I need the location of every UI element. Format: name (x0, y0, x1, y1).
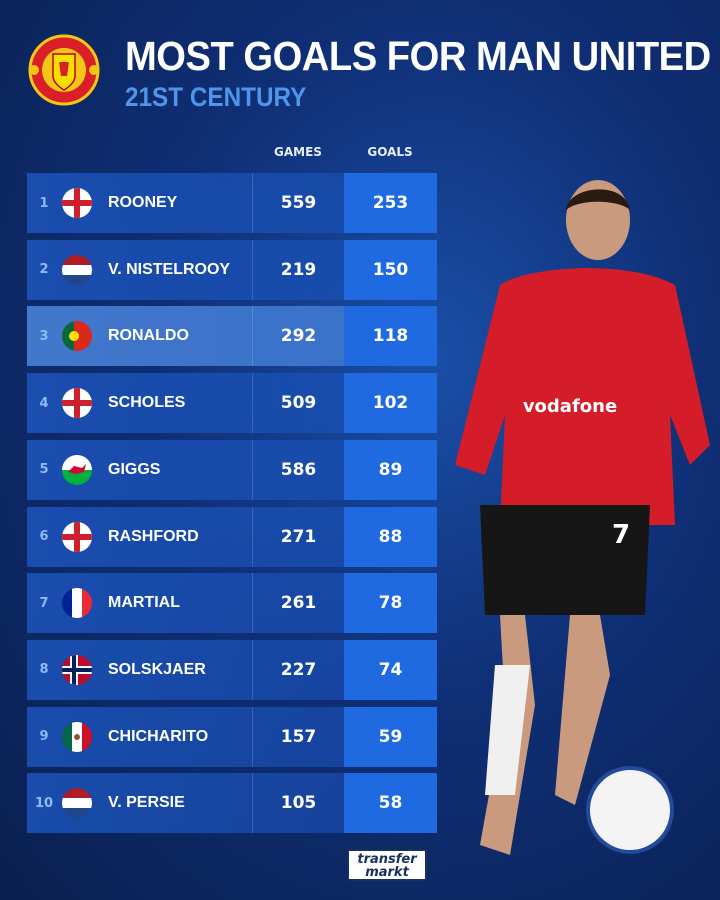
page-subtitle: 21ST CENTURY (125, 82, 307, 112)
player-name: RASHFORD (108, 527, 199, 545)
player-name: SCHOLES (108, 394, 186, 412)
games-value: 509 (252, 373, 344, 434)
shirt-sponsor: vodafone (523, 396, 617, 417)
table-row: 7 MARTIAL 261 78 (27, 573, 437, 634)
rank: 6 (39, 529, 49, 544)
goals-value: 253 (344, 173, 437, 233)
player-name: ROONEY (108, 194, 178, 211)
page-title: MOST GOALS FOR MAN UNITED (125, 33, 711, 79)
goals-value: 118 (344, 306, 437, 367)
rank: 2 (39, 262, 49, 278)
brand-line-2: markt (365, 865, 409, 880)
player-name: V. NISTELROOY (108, 260, 231, 278)
portugal-flag-icon (62, 321, 92, 352)
england-flag-icon (62, 188, 92, 218)
games-value: 559 (252, 173, 344, 233)
manchester-united-crest-logo (28, 34, 100, 106)
brand-line-1: transfer (357, 852, 417, 867)
mexico-flag-icon (62, 721, 92, 752)
rank: 4 (39, 395, 49, 411)
rank: 7 (39, 595, 49, 611)
table-row: 10 V. PERSIE 105 58 (27, 773, 437, 834)
wales-flag-icon (62, 454, 92, 485)
goals-value: 74 (344, 639, 437, 700)
games-value: 219 (252, 239, 344, 300)
rank: 1 (39, 195, 49, 211)
table-row: 3 RONALDO 292 118 (27, 306, 437, 367)
goals-value: 89 (344, 439, 437, 500)
goals-value: 59 (344, 706, 437, 767)
games-value: 157 (252, 706, 344, 767)
player-name: SOLSKJAER (108, 660, 206, 678)
player-photo: vodafone 7 (455, 180, 710, 855)
england-flag-icon (62, 521, 92, 552)
table-row: 6 RASHFORD 271 88 (27, 506, 437, 567)
player-name: CHICHARITO (108, 727, 209, 745)
games-column-header: GAMES (274, 145, 322, 159)
games-value: 227 (252, 639, 344, 700)
rank: 9 (39, 729, 49, 745)
player-name: RONALDO (108, 327, 189, 345)
games-value: 105 (252, 773, 344, 834)
goals-column-header: GOALS (367, 145, 413, 159)
player-name: GIGGS (108, 460, 161, 478)
games-value: 261 (252, 573, 344, 634)
netherlands-flag-icon (62, 788, 92, 819)
player-name: MARTIAL (108, 594, 180, 612)
goals-value: 88 (344, 506, 437, 567)
games-value: 292 (252, 306, 344, 367)
table-row: 8 SOLSKJAER 227 74 (27, 639, 437, 700)
norway-flag-icon (62, 654, 92, 685)
shirt-number: 7 (612, 520, 630, 550)
games-value: 586 (252, 439, 344, 500)
table-row: 2 V. NISTELROOY 219 150 (27, 239, 437, 300)
table-row: 4 SCHOLES 509 102 (27, 373, 437, 434)
rank: 3 (39, 328, 49, 344)
england-flag-icon (62, 388, 92, 419)
table-row: 9 CHICHARITO 157 59 (27, 706, 437, 767)
table-row: 5 GIGGS 586 89 (27, 439, 437, 500)
rank: 8 (39, 662, 49, 678)
france-flag-icon (62, 588, 92, 619)
games-value: 271 (252, 506, 344, 567)
netherlands-flag-icon (62, 254, 92, 285)
goals-value: 78 (344, 573, 437, 634)
goals-value: 58 (344, 773, 437, 834)
player-name: V. PERSIE (108, 794, 185, 812)
goals-value: 150 (344, 239, 437, 300)
rank: 5 (39, 462, 49, 478)
football-icon (586, 766, 674, 854)
goals-value: 102 (344, 373, 437, 434)
table-row: 1 ROONEY 559 253 (27, 173, 437, 233)
rank: 10 (34, 795, 54, 811)
transfermarkt-logo: transfer markt (347, 849, 427, 881)
